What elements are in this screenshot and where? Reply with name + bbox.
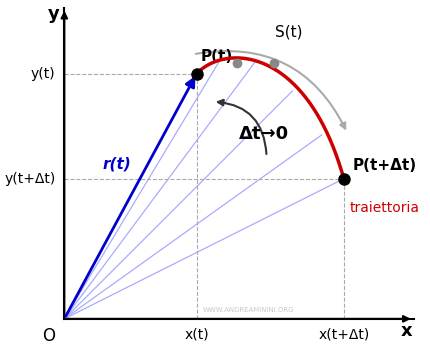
Text: r(t): r(t)	[103, 156, 132, 171]
Text: O: O	[42, 327, 55, 345]
Text: x(t+Δt): x(t+Δt)	[318, 327, 369, 341]
Text: y(t+Δt): y(t+Δt)	[4, 172, 55, 186]
Text: x: x	[400, 322, 412, 340]
Text: y: y	[48, 5, 60, 23]
Text: x(t): x(t)	[184, 327, 209, 341]
Text: S(t): S(t)	[275, 25, 302, 40]
Text: P(t): P(t)	[200, 49, 233, 64]
Text: WWW.ANDREAMININI.ORG: WWW.ANDREAMININI.ORG	[203, 307, 294, 313]
Text: y(t): y(t)	[31, 66, 55, 80]
Text: Δt→0: Δt→0	[240, 125, 289, 143]
Text: P(t+Δt): P(t+Δt)	[353, 158, 417, 173]
Text: traiettoria: traiettoria	[350, 201, 420, 215]
